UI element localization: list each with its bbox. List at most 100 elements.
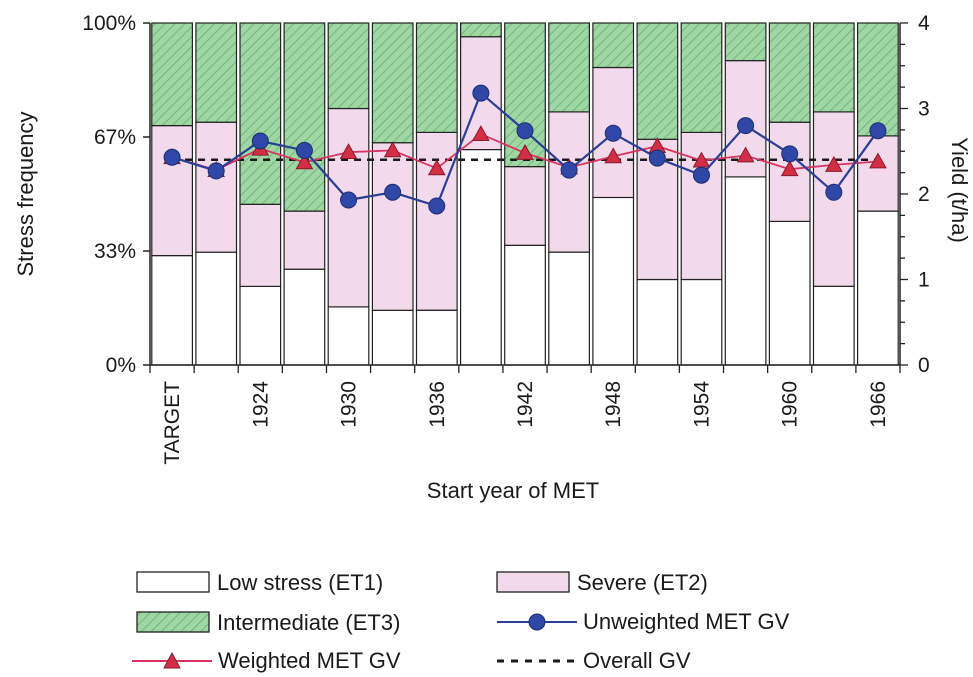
legend-et1-swatch bbox=[136, 571, 210, 593]
bar-segment-et2 bbox=[856, 135, 899, 212]
unweighted-gv-point bbox=[295, 141, 313, 159]
bar-segment-et2 bbox=[371, 142, 414, 311]
unweighted-gv-point bbox=[560, 161, 578, 179]
weighted-gv-point bbox=[295, 153, 314, 170]
bar-segment-et1 bbox=[812, 285, 855, 366]
bar-segment-et3 bbox=[460, 22, 502, 38]
bar-segment-et2 bbox=[548, 111, 590, 253]
legend-et1-label: Low stress (ET1) bbox=[217, 570, 383, 595]
bar-segment-et1 bbox=[371, 309, 414, 366]
weighted-gv-point bbox=[736, 146, 755, 163]
bar-segment-et3 bbox=[415, 22, 458, 134]
unweighted-gv-point bbox=[692, 166, 710, 184]
right-tick-label: 0 bbox=[918, 354, 930, 377]
bar-segment-et1 bbox=[151, 255, 194, 366]
bar-segment-et2 bbox=[239, 203, 282, 288]
legend-et3-label: Intermediate (ET3) bbox=[217, 610, 400, 635]
legend-unweighted-marker bbox=[528, 613, 546, 631]
legend-weighted-label: Weighted MET GV bbox=[218, 648, 401, 673]
unweighted-gv-point bbox=[340, 191, 358, 209]
bar-segment-et1 bbox=[415, 309, 458, 366]
left-tick-label: 67% bbox=[94, 126, 136, 149]
bar-segment-et3 bbox=[548, 22, 590, 113]
bar-segment-et3 bbox=[327, 22, 370, 110]
unweighted-gv-point bbox=[472, 84, 490, 102]
unweighted-gv-point bbox=[648, 149, 666, 167]
bar-segment-et3 bbox=[636, 22, 679, 140]
bar-segment-et2 bbox=[283, 210, 326, 270]
x-tick-label: 1960 bbox=[779, 381, 802, 428]
weighted-gv-point bbox=[339, 143, 358, 160]
bar-segment-et3 bbox=[768, 22, 811, 123]
right-tick-label: 1 bbox=[918, 269, 930, 292]
legend-et2-swatch bbox=[496, 571, 570, 593]
right-tick-label: 4 bbox=[918, 12, 930, 35]
bar-segment-et1 bbox=[504, 244, 546, 366]
left-tick-label: 100% bbox=[82, 12, 136, 35]
unweighted-gv-point bbox=[604, 124, 622, 142]
bar-segment-et3 bbox=[371, 22, 414, 144]
weighted-gv-point bbox=[427, 159, 446, 176]
legend-weighted-marker bbox=[163, 651, 181, 669]
bar-segment-et1 bbox=[283, 268, 326, 366]
legend-et3-swatch bbox=[136, 611, 210, 633]
unweighted-gv-point bbox=[384, 183, 402, 201]
bar-segment-et1 bbox=[460, 148, 502, 366]
unweighted-gv-point bbox=[207, 162, 225, 180]
x-tick-label: 1948 bbox=[602, 381, 625, 428]
bar-segment-et1 bbox=[856, 210, 899, 366]
y-axis-title: Stress frequency bbox=[13, 111, 38, 276]
unweighted-gv-point bbox=[737, 117, 755, 135]
x-tick-label: 1966 bbox=[867, 381, 890, 428]
bar-segment-et3 bbox=[680, 22, 723, 134]
x-tick-label: TARGET bbox=[161, 381, 184, 465]
legend-unweighted-label: Unweighted MET GV bbox=[583, 609, 790, 634]
x-tick-label: 1954 bbox=[690, 381, 713, 428]
bar-segment-et1 bbox=[724, 176, 767, 366]
weighted-gv-point bbox=[383, 141, 402, 158]
x-tick-label: 1924 bbox=[249, 381, 272, 428]
bar-segment-et1 bbox=[327, 306, 370, 366]
bar-segment-et1 bbox=[768, 220, 811, 366]
bar-segment-et1 bbox=[239, 285, 282, 366]
bar-segment-et1 bbox=[195, 251, 238, 366]
weighted-gv-point bbox=[516, 143, 534, 160]
weighted-gv-point bbox=[869, 152, 887, 169]
left-tick-label: 0% bbox=[106, 354, 136, 377]
bar-segment-et3 bbox=[724, 22, 767, 62]
right-tick-label: 3 bbox=[918, 98, 930, 121]
bar-segment-et3 bbox=[195, 22, 238, 123]
bar-segment-et1 bbox=[636, 278, 679, 366]
bar-segment-et1 bbox=[548, 251, 590, 366]
bar-segment-et1 bbox=[592, 196, 635, 366]
left-tick-label: 33% bbox=[94, 240, 136, 263]
unweighted-gv-point bbox=[825, 183, 843, 201]
bar-segment-et3 bbox=[151, 22, 194, 127]
bar-segment-et3 bbox=[283, 22, 326, 212]
x-tick-label: 1942 bbox=[514, 381, 537, 428]
bar-segment-et3 bbox=[592, 22, 635, 69]
legend-overall-label: Overall GV bbox=[583, 648, 691, 673]
unweighted-gv-point bbox=[251, 132, 269, 150]
x-tick-label: 1936 bbox=[426, 381, 449, 428]
unweighted-gv-point bbox=[781, 145, 799, 163]
bar-segment-et2 bbox=[504, 166, 546, 246]
bar-segment-et3 bbox=[812, 22, 855, 113]
unweighted-gv-point bbox=[428, 197, 446, 215]
right-tick-label: 2 bbox=[918, 183, 930, 206]
unweighted-gv-point bbox=[869, 122, 887, 140]
weighted-gv-point bbox=[780, 160, 799, 177]
weighted-gv-point bbox=[604, 147, 623, 164]
weighted-gv-point bbox=[824, 155, 843, 172]
bar-segment-et3 bbox=[239, 22, 282, 205]
legend-et2-label: Severe (ET2) bbox=[577, 570, 708, 595]
y2-axis-title: Yield (t/ha) bbox=[947, 137, 972, 243]
weighted-gv-point bbox=[472, 125, 490, 142]
bar-segment-et2 bbox=[151, 124, 194, 257]
unweighted-gv-point bbox=[516, 122, 534, 140]
bar-segment-et3 bbox=[856, 22, 899, 137]
unweighted-gv-point bbox=[163, 148, 181, 166]
bar-segment-et1 bbox=[680, 278, 723, 366]
bar-segment-et2 bbox=[195, 121, 238, 253]
